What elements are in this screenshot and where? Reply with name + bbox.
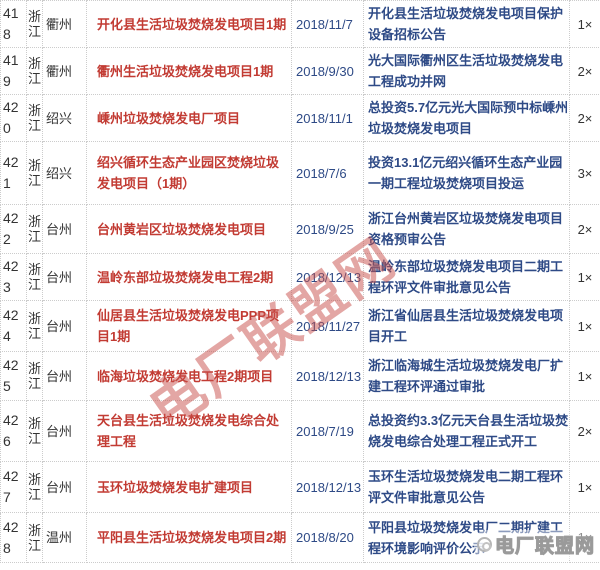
- province-cell: 浙江: [26, 400, 43, 462]
- row-number-cell: 418: [0, 0, 27, 48]
- province-cell: 浙江: [26, 204, 43, 254]
- project-name-cell: 玉环垃圾焚烧发电扩建项目: [86, 461, 292, 513]
- description-cell: 投资13.1亿元绍兴循环生态产业园一期工程垃圾焚烧项目投运: [363, 141, 570, 205]
- province-cell: 浙江: [26, 512, 43, 563]
- table-row: 421 浙江 绍兴 绍兴循环生态产业园区焚烧垃圾发电项目（1期） 2018/7/…: [0, 141, 600, 205]
- project-name-cell: 仙居县生活垃圾焚烧发电PPP项目1期: [86, 300, 292, 352]
- province-cell: 浙江: [26, 47, 43, 95]
- date-cell: 2018/8/20: [291, 512, 364, 563]
- province-cell: 浙江: [26, 141, 43, 205]
- table-row: 425 浙江 台州 临海垃圾焚烧发电工程2期项目 2018/12/13 浙江临海…: [0, 351, 600, 401]
- project-name-cell: 平阳县生活垃圾焚烧发电项目2期: [86, 512, 292, 563]
- city-cell: 台州: [42, 400, 87, 462]
- row-number-cell: 421: [0, 141, 27, 205]
- date-cell: 2018/11/27: [291, 300, 364, 352]
- count-cell: 1×: [569, 461, 600, 513]
- row-number-cell: 422: [0, 204, 27, 254]
- date-cell: 2018/9/30: [291, 47, 364, 95]
- project-name-cell: 嵊州垃圾焚烧发电厂项目: [86, 94, 292, 142]
- row-number-cell: 425: [0, 351, 27, 401]
- row-number-cell: 419: [0, 47, 27, 95]
- count-cell: 2×: [569, 94, 600, 142]
- table-row: 423 浙江 台州 温岭东部垃圾焚烧发电工程2期 2018/12/13 温岭东部…: [0, 253, 600, 301]
- city-cell: 台州: [42, 300, 87, 352]
- count-cell: 1×: [569, 300, 600, 352]
- description-cell: 开化县生活垃圾焚烧发电项目保护设备招标公告: [363, 0, 570, 48]
- description-cell: 浙江台州黄岩区垃圾焚烧发电项目资格预审公告: [363, 204, 570, 254]
- city-cell: 绍兴: [42, 141, 87, 205]
- date-cell: 2018/7/6: [291, 141, 364, 205]
- city-cell: 温州: [42, 512, 87, 563]
- table-row: 420 浙江 绍兴 嵊州垃圾焚烧发电厂项目 2018/11/1 总投资5.7亿元…: [0, 94, 600, 142]
- date-cell: 2018/12/13: [291, 461, 364, 513]
- count-cell: 1×: [569, 253, 600, 301]
- project-name-cell: 开化县生活垃圾焚烧发电项目1期: [86, 0, 292, 48]
- description-cell: 浙江临海城生活垃圾焚烧发电厂扩建工程环评通过审批: [363, 351, 570, 401]
- table-row: 422 浙江 台州 台州黄岩区垃圾焚烧发电项目 2018/9/25 浙江台州黄岩…: [0, 204, 600, 254]
- date-cell: 2018/12/13: [291, 253, 364, 301]
- project-name-cell: 台州黄岩区垃圾焚烧发电项目: [86, 204, 292, 254]
- description-cell: 浙江省仙居县生活垃圾焚烧发电项目开工: [363, 300, 570, 352]
- row-number-cell: 428: [0, 512, 27, 563]
- count-cell: 3×: [569, 141, 600, 205]
- project-name-cell: 天台县生活垃圾焚烧发电综合处理工程: [86, 400, 292, 462]
- logo-circle-icon: [476, 537, 492, 552]
- table-row: 428 浙江 温州 平阳县生活垃圾焚烧发电项目2期 2018/8/20 平阳县垃…: [0, 512, 600, 563]
- date-cell: 2018/9/25: [291, 204, 364, 254]
- city-cell: 衢州: [42, 47, 87, 95]
- count-cell: 2×: [569, 204, 600, 254]
- row-number-cell: 424: [0, 300, 27, 352]
- province-cell: 浙江: [26, 253, 43, 301]
- province-cell: 浙江: [26, 300, 43, 352]
- city-cell: 台州: [42, 461, 87, 513]
- province-cell: 浙江: [26, 461, 43, 513]
- count-cell: 2×: [569, 400, 600, 462]
- project-name-cell: 绍兴循环生态产业园区焚烧垃圾发电项目（1期）: [86, 141, 292, 205]
- city-cell: 绍兴: [42, 94, 87, 142]
- site-logo: 电厂联盟网: [473, 530, 598, 559]
- description-cell: 玉环生活垃圾焚烧发电二期工程环评文件审批意见公告: [363, 461, 570, 513]
- description-cell: 总投资约3.3亿元天台县生活垃圾焚烧发电综合处理工程正式开工: [363, 400, 570, 462]
- city-cell: 衢州: [42, 0, 87, 48]
- count-cell: 2×: [569, 47, 600, 95]
- logo-text: 电厂联盟网: [494, 536, 595, 558]
- table-row: 424 浙江 台州 仙居县生活垃圾焚烧发电PPP项目1期 2018/11/27 …: [0, 300, 600, 352]
- city-cell: 台州: [42, 204, 87, 254]
- row-number-cell: 420: [0, 94, 27, 142]
- province-cell: 浙江: [26, 0, 43, 48]
- row-number-cell: 426: [0, 400, 27, 462]
- date-cell: 2018/11/1: [291, 94, 364, 142]
- date-cell: 2018/11/7: [291, 0, 364, 48]
- date-cell: 2018/7/19: [291, 400, 364, 462]
- description-cell: 总投资5.7亿元光大国际预中标嵊州垃圾焚烧发电项目: [363, 94, 570, 142]
- table-row: 419 浙江 衢州 衢州生活垃圾焚烧发电项目1期 2018/9/30 光大国际衢…: [0, 47, 600, 95]
- city-cell: 台州: [42, 253, 87, 301]
- table-row: 427 浙江 台州 玉环垃圾焚烧发电扩建项目 2018/12/13 玉环生活垃圾…: [0, 461, 600, 513]
- count-cell: 1×: [569, 0, 600, 48]
- description-cell: 温岭东部垃圾焚烧发电项目二期工程环评文件审批意见公告: [363, 253, 570, 301]
- row-number-cell: 423: [0, 253, 27, 301]
- count-cell: 1×: [569, 351, 600, 401]
- city-cell: 台州: [42, 351, 87, 401]
- project-name-cell: 衢州生活垃圾焚烧发电项目1期: [86, 47, 292, 95]
- date-cell: 2018/12/13: [291, 351, 364, 401]
- project-name-cell: 温岭东部垃圾焚烧发电工程2期: [86, 253, 292, 301]
- province-cell: 浙江: [26, 94, 43, 142]
- description-cell: 平阳县垃圾焚烧发电厂二期扩建工程环境影响评价公示: [363, 512, 570, 563]
- row-number-cell: 427: [0, 461, 27, 513]
- table-row: 426 浙江 台州 天台县生活垃圾焚烧发电综合处理工程 2018/7/19 总投…: [0, 400, 600, 462]
- province-cell: 浙江: [26, 351, 43, 401]
- project-name-cell: 临海垃圾焚烧发电工程2期项目: [86, 351, 292, 401]
- description-cell: 光大国际衢州区生活垃圾焚烧发电工程成功并网: [363, 47, 570, 95]
- table-row: 418 浙江 衢州 开化县生活垃圾焚烧发电项目1期 2018/11/7 开化县生…: [0, 0, 600, 48]
